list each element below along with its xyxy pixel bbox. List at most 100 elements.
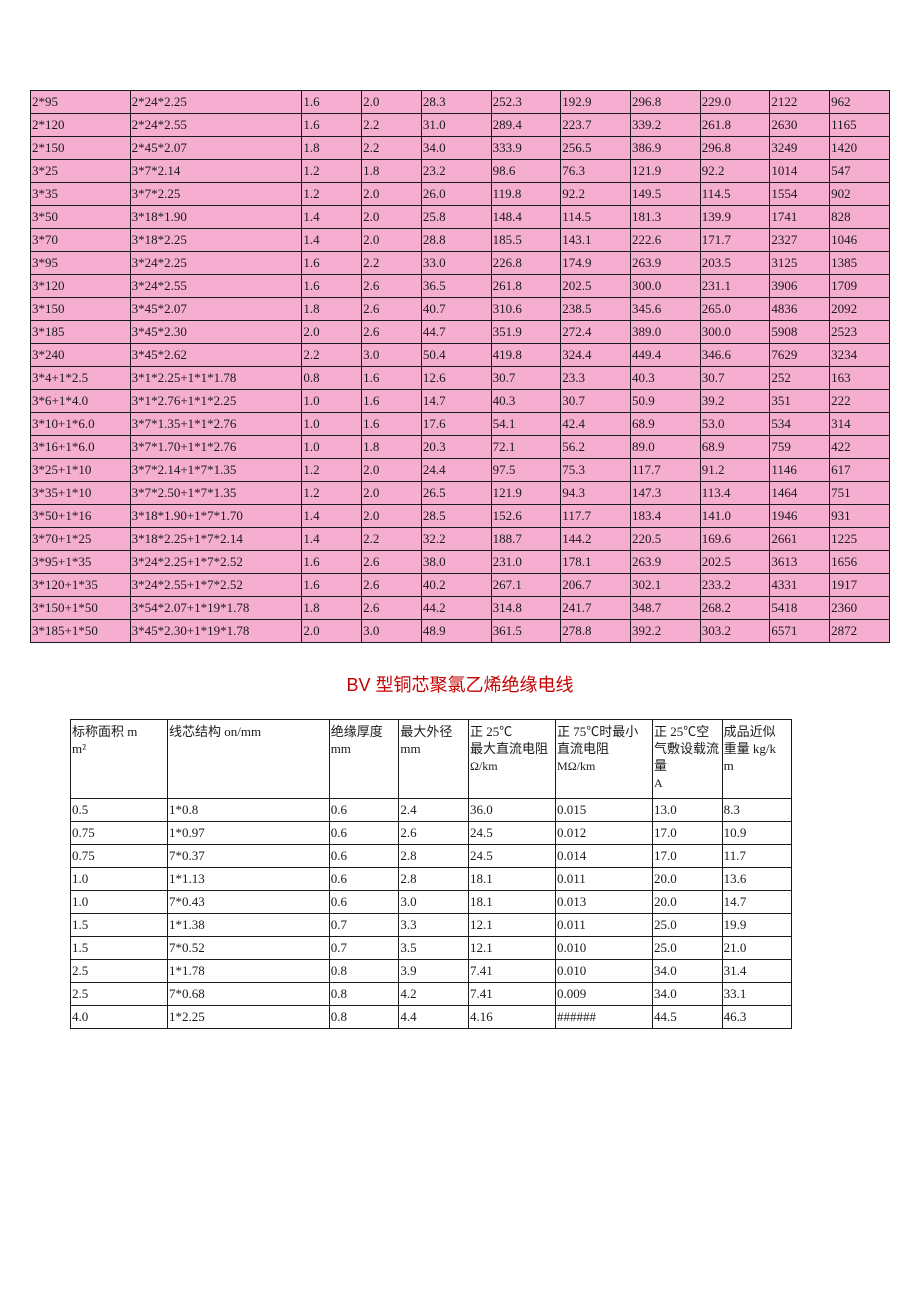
table-row: 0.751*0.970.62.624.50.01217.010.9: [71, 822, 792, 845]
table-cell: 2.6: [362, 551, 422, 574]
table-cell: 2.6: [362, 597, 422, 620]
table-cell: 1165: [830, 114, 890, 137]
table-cell: 392.2: [631, 620, 701, 643]
table-cell: 2.0: [302, 321, 362, 344]
table-cell: 289.4: [491, 114, 561, 137]
table-cell: 139.9: [700, 206, 770, 229]
table-cell: 3.9: [399, 960, 469, 983]
table-cell: 89.0: [631, 436, 701, 459]
table-cell: 3*70+1*25: [31, 528, 131, 551]
table-cell: 3*70: [31, 229, 131, 252]
table-cell: 278.8: [561, 620, 631, 643]
table-cell: 1*2.25: [168, 1006, 330, 1029]
table-cell: 3*45*2.30+1*19*1.78: [130, 620, 302, 643]
table-cell: 324.4: [561, 344, 631, 367]
table-cell: 50.4: [421, 344, 491, 367]
table-cell: 547: [830, 160, 890, 183]
table-cell: 8.3: [722, 799, 792, 822]
table-cell: 23.3: [561, 367, 631, 390]
table-cell: 1.0: [302, 413, 362, 436]
table-cell: 98.6: [491, 160, 561, 183]
table-cell: 1709: [830, 275, 890, 298]
table-cell: 2327: [770, 229, 830, 252]
table-cell: 12.1: [468, 937, 555, 960]
table-cell: 3.0: [399, 891, 469, 914]
table-cell: 3*45*2.07: [130, 298, 302, 321]
table-cell: 3*10+1*6.0: [31, 413, 131, 436]
table-cell: 3*1*2.76+1*1*2.25: [130, 390, 302, 413]
table-cell: 2.8: [399, 868, 469, 891]
table-row: 1.07*0.430.63.018.10.01320.014.7: [71, 891, 792, 914]
table-cell: 117.7: [631, 459, 701, 482]
table-cell: 3*35+1*10: [31, 482, 131, 505]
table-cell: 14.7: [421, 390, 491, 413]
table-cell: 144.2: [561, 528, 631, 551]
table-cell: 3*150+1*50: [31, 597, 131, 620]
table-cell: 117.7: [561, 505, 631, 528]
table-cell: 3*7*2.50+1*7*1.35: [130, 482, 302, 505]
table-row: 2.57*0.680.84.27.410.00934.033.1: [71, 983, 792, 1006]
table-cell: 1.2: [302, 183, 362, 206]
table-cell: 534: [770, 413, 830, 436]
table-cell: 220.5: [631, 528, 701, 551]
table-cell: 26.0: [421, 183, 491, 206]
table-row: 3*120+1*353*24*2.55+1*7*2.521.62.640.226…: [31, 574, 890, 597]
table-cell: 345.6: [631, 298, 701, 321]
table-cell: 2523: [830, 321, 890, 344]
table-cell: 0.6: [329, 799, 399, 822]
table-row: 2*952*24*2.251.62.028.3252.3192.9296.822…: [31, 91, 890, 114]
table-cell: 1.4: [302, 505, 362, 528]
table-row: 2*1502*45*2.071.82.234.0333.9256.5386.92…: [31, 137, 890, 160]
table-cell: 3*185: [31, 321, 131, 344]
table-cell: 31.4: [722, 960, 792, 983]
table-cell: 3*150: [31, 298, 131, 321]
table-cell: 617: [830, 459, 890, 482]
table-cell: 300.0: [631, 275, 701, 298]
table-cell: 263.9: [631, 551, 701, 574]
table-cell: 34.0: [653, 960, 723, 983]
table-cell: 1.4: [302, 229, 362, 252]
table-cell: 3*1*2.25+1*1*1.78: [130, 367, 302, 390]
table-cell: 3*50: [31, 206, 131, 229]
table-cell: 1.2: [302, 160, 362, 183]
table-row: 3*25+1*103*7*2.14+1*7*1.351.22.024.497.5…: [31, 459, 890, 482]
table-row: 3*150+1*503*54*2.07+1*19*1.781.82.644.23…: [31, 597, 890, 620]
table-cell: 3.0: [362, 620, 422, 643]
table-cell: 346.6: [700, 344, 770, 367]
table-cell: 386.9: [631, 137, 701, 160]
table-cell: 0.8: [329, 1006, 399, 1029]
table-cell: 46.3: [722, 1006, 792, 1029]
table-cell: 91.2: [700, 459, 770, 482]
table-cell: 25.0: [653, 937, 723, 960]
table-cell: 25.8: [421, 206, 491, 229]
table-cell: 206.7: [561, 574, 631, 597]
table-cell: 1146: [770, 459, 830, 482]
table-cell: 14.7: [722, 891, 792, 914]
table-cell: 2.2: [362, 528, 422, 551]
table-cell: 34.0: [653, 983, 723, 1006]
table-cell: 3*240: [31, 344, 131, 367]
table-cell: 143.1: [561, 229, 631, 252]
table-cell: 3613: [770, 551, 830, 574]
table-cell: 25.0: [653, 914, 723, 937]
table-cell: 147.3: [631, 482, 701, 505]
table-row: 3*1503*45*2.071.82.640.7310.6238.5345.62…: [31, 298, 890, 321]
table-row: 2.51*1.780.83.97.410.01034.031.4: [71, 960, 792, 983]
table-cell: 40.3: [631, 367, 701, 390]
table-cell: 2.4: [399, 799, 469, 822]
table-cell: 3*4+1*2.5: [31, 367, 131, 390]
cable-spec-table-1: 2*952*24*2.251.62.028.3252.3192.9296.822…: [30, 90, 890, 643]
table-cell: 24.4: [421, 459, 491, 482]
table-cell: 119.8: [491, 183, 561, 206]
table-cell: 1464: [770, 482, 830, 505]
table-cell: 1046: [830, 229, 890, 252]
table-row: 3*185+1*503*45*2.30+1*19*1.782.03.048.93…: [31, 620, 890, 643]
table-cell: 7*0.68: [168, 983, 330, 1006]
table-cell: 1.0: [302, 390, 362, 413]
table-cell: 310.6: [491, 298, 561, 321]
table-cell: 351.9: [491, 321, 561, 344]
table-cell: 2*24*2.25: [130, 91, 302, 114]
table-cell: 267.1: [491, 574, 561, 597]
table-cell: 314.8: [491, 597, 561, 620]
table-cell: 1.6: [362, 413, 422, 436]
